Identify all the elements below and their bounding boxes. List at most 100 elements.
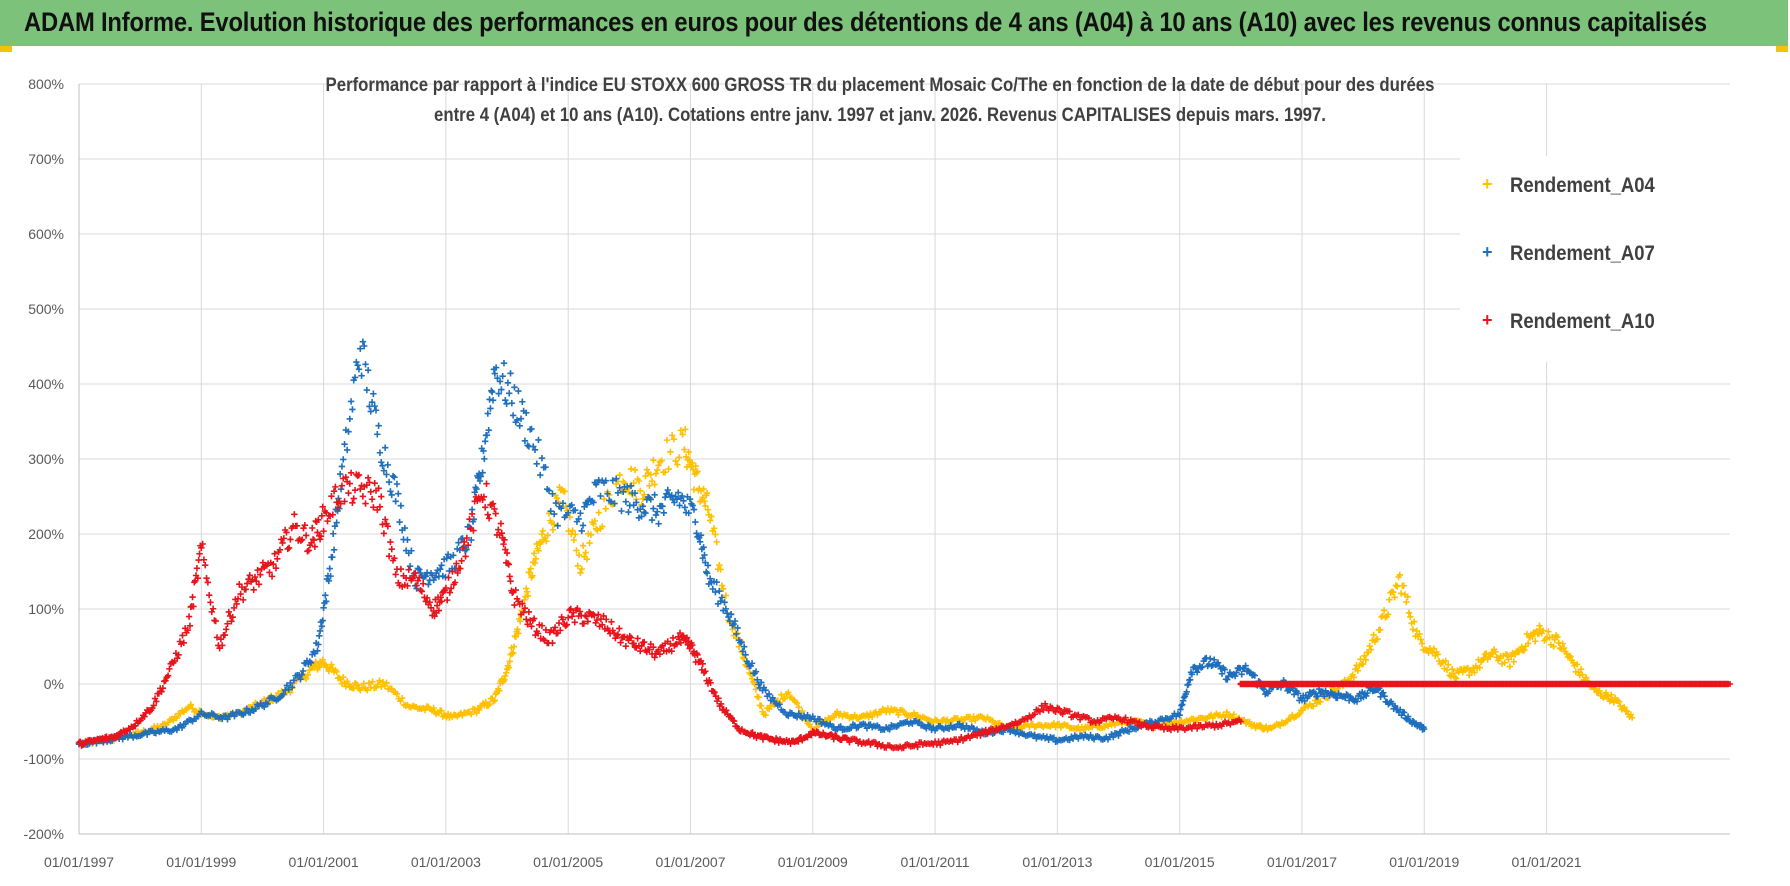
a04-point <box>511 632 519 640</box>
a07-point <box>765 690 773 698</box>
a07-point <box>604 490 611 497</box>
a10-point <box>524 621 531 628</box>
a07-point <box>498 386 505 393</box>
a10-point <box>608 618 615 626</box>
x-tick-label: 01/01/2021 <box>1512 854 1582 870</box>
y-tick-label: 600% <box>28 226 64 242</box>
a04-point <box>703 490 711 497</box>
a04-point <box>1390 589 1397 596</box>
a04-point <box>1392 582 1400 589</box>
a07-point <box>380 467 388 474</box>
a10-point <box>115 733 122 741</box>
a10-point <box>257 571 264 578</box>
a10-point <box>202 562 209 569</box>
a10-point <box>630 640 637 647</box>
legend-marker-a04: + <box>1482 174 1493 194</box>
a10-point <box>351 486 359 494</box>
a04-point <box>365 679 373 687</box>
a04-point <box>1413 627 1421 635</box>
a07-point <box>499 372 506 380</box>
a04-point <box>421 706 429 714</box>
a07-point <box>1185 681 1192 688</box>
a04-point <box>647 471 654 478</box>
a10-point <box>1193 725 1201 732</box>
a04-point <box>1380 607 1388 614</box>
a10-point <box>242 586 250 593</box>
a10-point <box>464 542 472 549</box>
a10-point <box>503 549 511 557</box>
a07-point <box>1404 713 1412 720</box>
a10-point <box>251 573 259 581</box>
y-tick-label: -200% <box>24 826 64 842</box>
a10-point <box>437 594 444 601</box>
a04-point <box>1480 654 1487 662</box>
a04-point <box>583 556 591 563</box>
y-tick-label: 700% <box>28 151 64 167</box>
a07-point <box>395 490 402 497</box>
a04-point <box>586 539 593 547</box>
a07-point <box>480 447 487 455</box>
a07-point <box>730 620 737 628</box>
a10-point <box>457 565 464 572</box>
a07-point <box>700 544 707 551</box>
a10-point <box>595 611 602 618</box>
a10-point <box>669 634 677 642</box>
a10-point <box>640 638 648 646</box>
a07-point <box>299 667 307 675</box>
a04-point <box>655 462 662 469</box>
a07-point <box>837 723 844 730</box>
a07-point <box>748 660 756 667</box>
a04-point <box>1504 651 1511 659</box>
a10-point <box>370 504 377 511</box>
a07-point <box>314 647 321 655</box>
a10-point <box>405 566 412 573</box>
a04-point <box>1384 611 1392 618</box>
a10-point <box>254 566 261 574</box>
a10-point <box>250 586 257 594</box>
a10-point <box>207 599 214 606</box>
a07-point <box>502 397 509 404</box>
a04-point <box>682 426 689 433</box>
a07-point <box>613 475 620 482</box>
a04-point <box>701 498 708 505</box>
a07-point <box>537 471 544 479</box>
a04-point <box>509 650 516 658</box>
a04-point <box>595 509 602 516</box>
a04-point <box>506 658 513 665</box>
a10-point <box>164 672 172 679</box>
a10-point <box>304 548 311 555</box>
a07-point <box>597 492 604 500</box>
a10-point <box>376 503 384 511</box>
a04-point <box>535 547 542 554</box>
a10-point <box>723 707 730 714</box>
a04-point <box>1596 687 1603 695</box>
grid-layer <box>78 83 1730 835</box>
a10-point <box>255 581 263 588</box>
a07-point <box>297 676 304 683</box>
a10-point <box>328 492 335 500</box>
a07-point <box>484 410 492 417</box>
a04-point <box>665 465 672 473</box>
a04-point <box>524 592 532 600</box>
a10-point <box>500 540 507 548</box>
a10-point <box>314 529 321 536</box>
a10-point <box>1036 708 1044 715</box>
a07-point <box>481 438 489 445</box>
a04-point <box>717 566 724 573</box>
a04-point <box>1621 704 1628 711</box>
a10-point <box>540 635 547 643</box>
a04-point <box>495 687 503 695</box>
a10-point <box>699 660 706 668</box>
a10-point <box>354 472 361 479</box>
a07-point <box>602 477 609 484</box>
legend-label-a07: Rendement_A07 <box>1510 242 1655 265</box>
a07-point <box>718 594 726 601</box>
a04-point <box>505 664 512 671</box>
a07-point <box>528 425 535 433</box>
a04-point <box>1246 718 1253 726</box>
a10-point <box>423 594 431 602</box>
corner-accent-right <box>1776 46 1788 52</box>
a10-point <box>316 536 324 543</box>
a04-point <box>1418 640 1426 647</box>
a10-point <box>240 596 247 604</box>
